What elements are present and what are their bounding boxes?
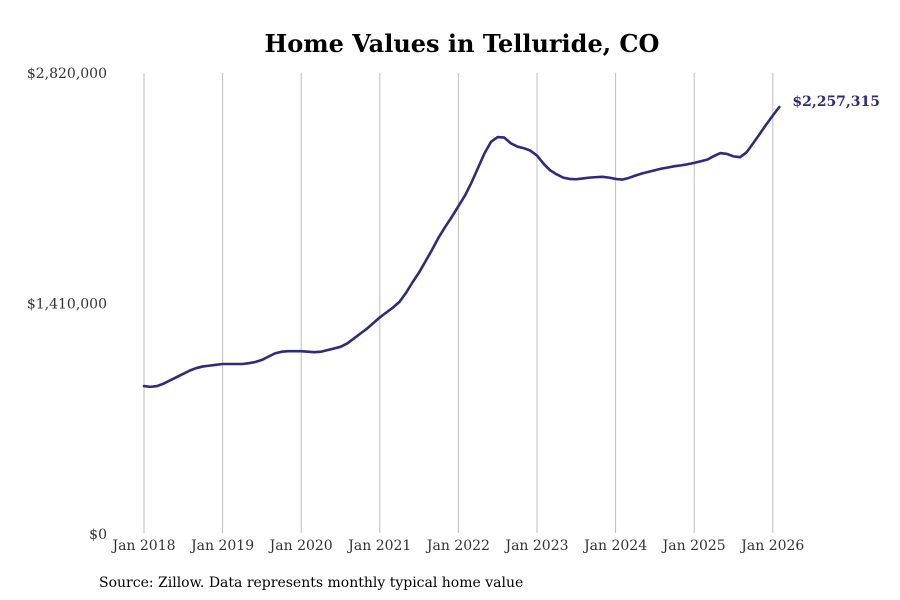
x-tick-label: Jan 2018: [110, 538, 175, 554]
x-tick-label: Jan 2025: [661, 538, 726, 554]
series-line: [142, 105, 781, 389]
y-tick-label: $2,820,000: [27, 66, 107, 82]
x-tick-label: Jan 2026: [739, 538, 804, 554]
x-tick-label: Jan 2021: [346, 538, 411, 554]
source-note: Source: Zillow. Data represents monthly …: [99, 575, 523, 591]
x-tick-label: Jan 2020: [268, 538, 333, 554]
end-value-label: $2,257,315: [792, 94, 880, 110]
series-group: $2,257,315: [142, 94, 880, 389]
x-axis-tick-labels: Jan 2018 Jan 2019 Jan 2020 Jan 2021 Jan 2022…: [110, 538, 804, 554]
y-tick-label: $0: [89, 527, 107, 543]
vertical-gridlines: [143, 73, 774, 533]
x-tick-label: Jan 2019: [189, 538, 254, 554]
x-tick-label: Jan 2023: [503, 538, 568, 554]
y-tick-label: $1,410,000: [27, 297, 107, 313]
chart-title: Home Values in Telluride, CO: [265, 29, 660, 58]
x-tick-label: Jan 2022: [425, 538, 490, 554]
y-axis-tick-labels: $0 $1,410,000 $2,820,000: [27, 66, 107, 543]
x-tick-label: Jan 2024: [582, 538, 647, 554]
